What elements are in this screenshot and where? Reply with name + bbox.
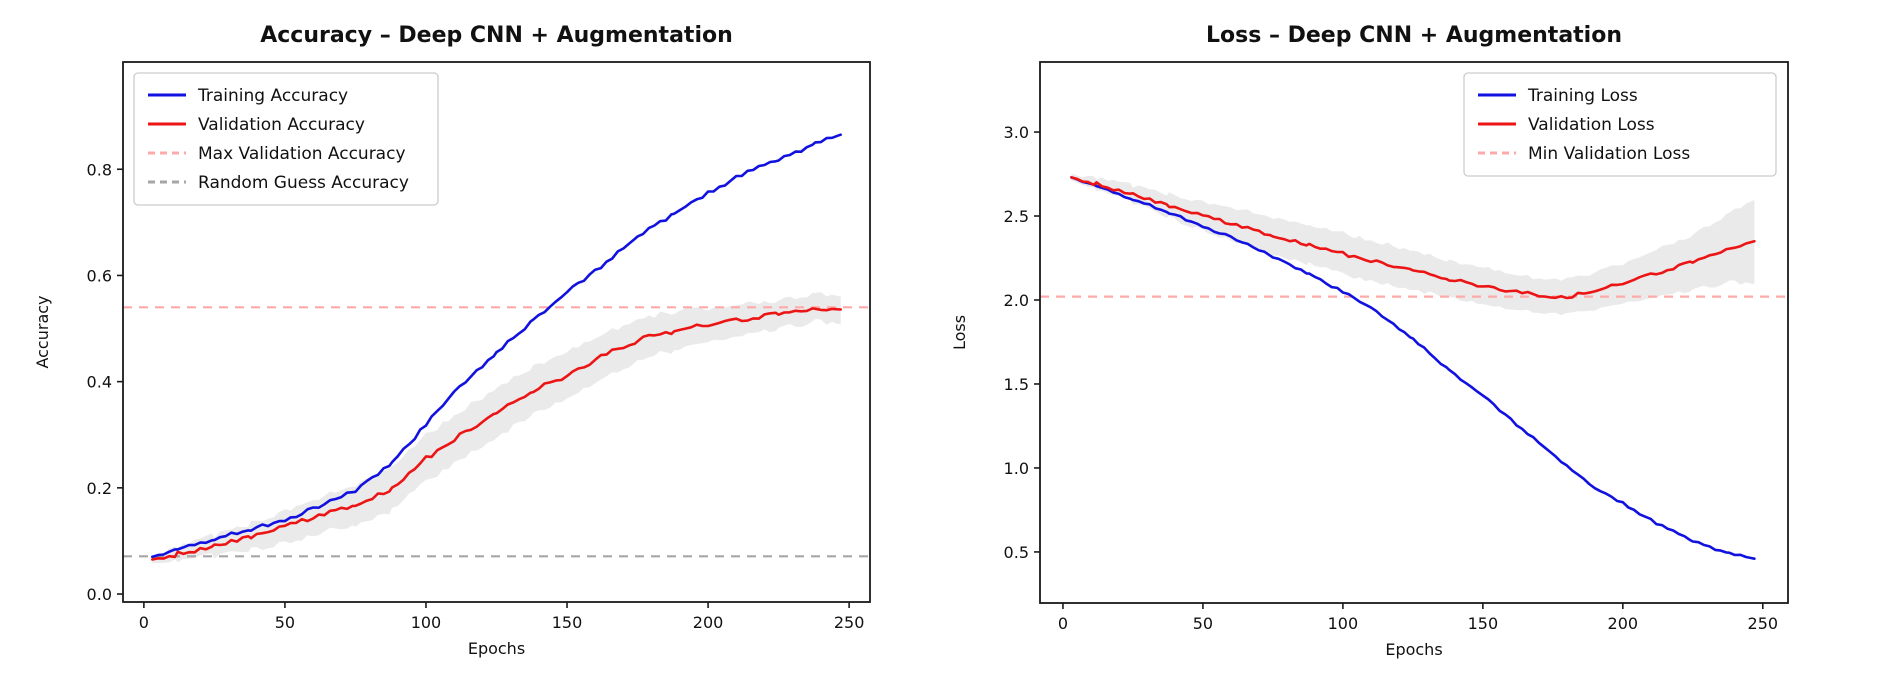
y-tick-label: 2.0 [1004,291,1029,310]
x-tick-label: 200 [1608,614,1639,633]
x-tick-label: 150 [552,613,583,632]
plot-border [122,61,871,603]
x-axis-label: Epochs [468,639,525,658]
series-line [1070,176,1756,561]
loss-chart-svg: Loss – Deep CNN + Augmentation 0 50 100 150 2… [950,23,1789,659]
x-tick-label: 0 [139,613,149,632]
legend-box [133,72,439,206]
accuracy-chart-svg: Accuracy – Deep CNN + Augmentation 0 50 100… [33,23,871,658]
y-tick-label: 0.8 [87,160,112,179]
x-tick-label: 100 [1328,614,1359,633]
std-band [1071,173,1755,316]
legend-box [1463,72,1777,177]
legend-item-label: Validation Loss [1528,115,1655,135]
std-band [152,292,841,564]
x-tick-label: 0 [1058,614,1068,633]
y-axis-label: Loss [950,315,969,350]
legend: Training Accuracy Validation Accuracy Max … [133,72,439,206]
plot-border [1039,61,1789,604]
y-tick-label: 1.0 [1004,459,1029,478]
legend-item-label: Training Accuracy [197,86,348,106]
y-tick-label: 2.5 [1004,207,1029,226]
legend-item-label: Training Loss [1527,86,1638,106]
x-tick-label: 50 [1193,614,1213,633]
legend-item-label: Validation Accuracy [198,115,365,135]
series-line [1070,176,1756,300]
x-tick-label: 250 [834,613,865,632]
x-tick-label: 100 [411,613,442,632]
y-tick-label: 0.4 [87,373,112,392]
y-tick-label: 1.5 [1004,375,1029,394]
chart-title: Accuracy – Deep CNN + Augmentation [260,23,733,48]
accuracy-chart: Accuracy – Deep CNN + Augmentation 0 50 100… [33,23,871,658]
x-tick-label: 150 [1468,614,1499,633]
loss-chart: Loss – Deep CNN + Augmentation 0 50 100 150 2… [942,0,1884,677]
legend-item-label: Random Guess Accuracy [198,173,409,193]
legend-item-label: Max Validation Accuracy [198,144,406,164]
chart-title: Loss – Deep CNN + Augmentation [1206,23,1622,48]
y-tick-label: 3.0 [1004,123,1029,142]
y-tick-label: 0.5 [1004,543,1029,562]
legend: Training Loss Validation Loss Min Validati… [1463,72,1777,177]
y-tick-label: 0.6 [87,266,112,285]
series-line [151,307,843,561]
y-tick-label: 0.0 [87,585,112,604]
y-tick-label: 0.2 [87,479,112,498]
x-tick-label: 250 [1748,614,1779,633]
y-axis-label: Accuracy [33,295,52,368]
x-axis-label: Epochs [1385,640,1442,659]
legend-item-label: Min Validation Loss [1528,144,1690,164]
x-tick-label: 200 [693,613,724,632]
series-line [151,133,843,559]
x-tick-label: 50 [275,613,295,632]
